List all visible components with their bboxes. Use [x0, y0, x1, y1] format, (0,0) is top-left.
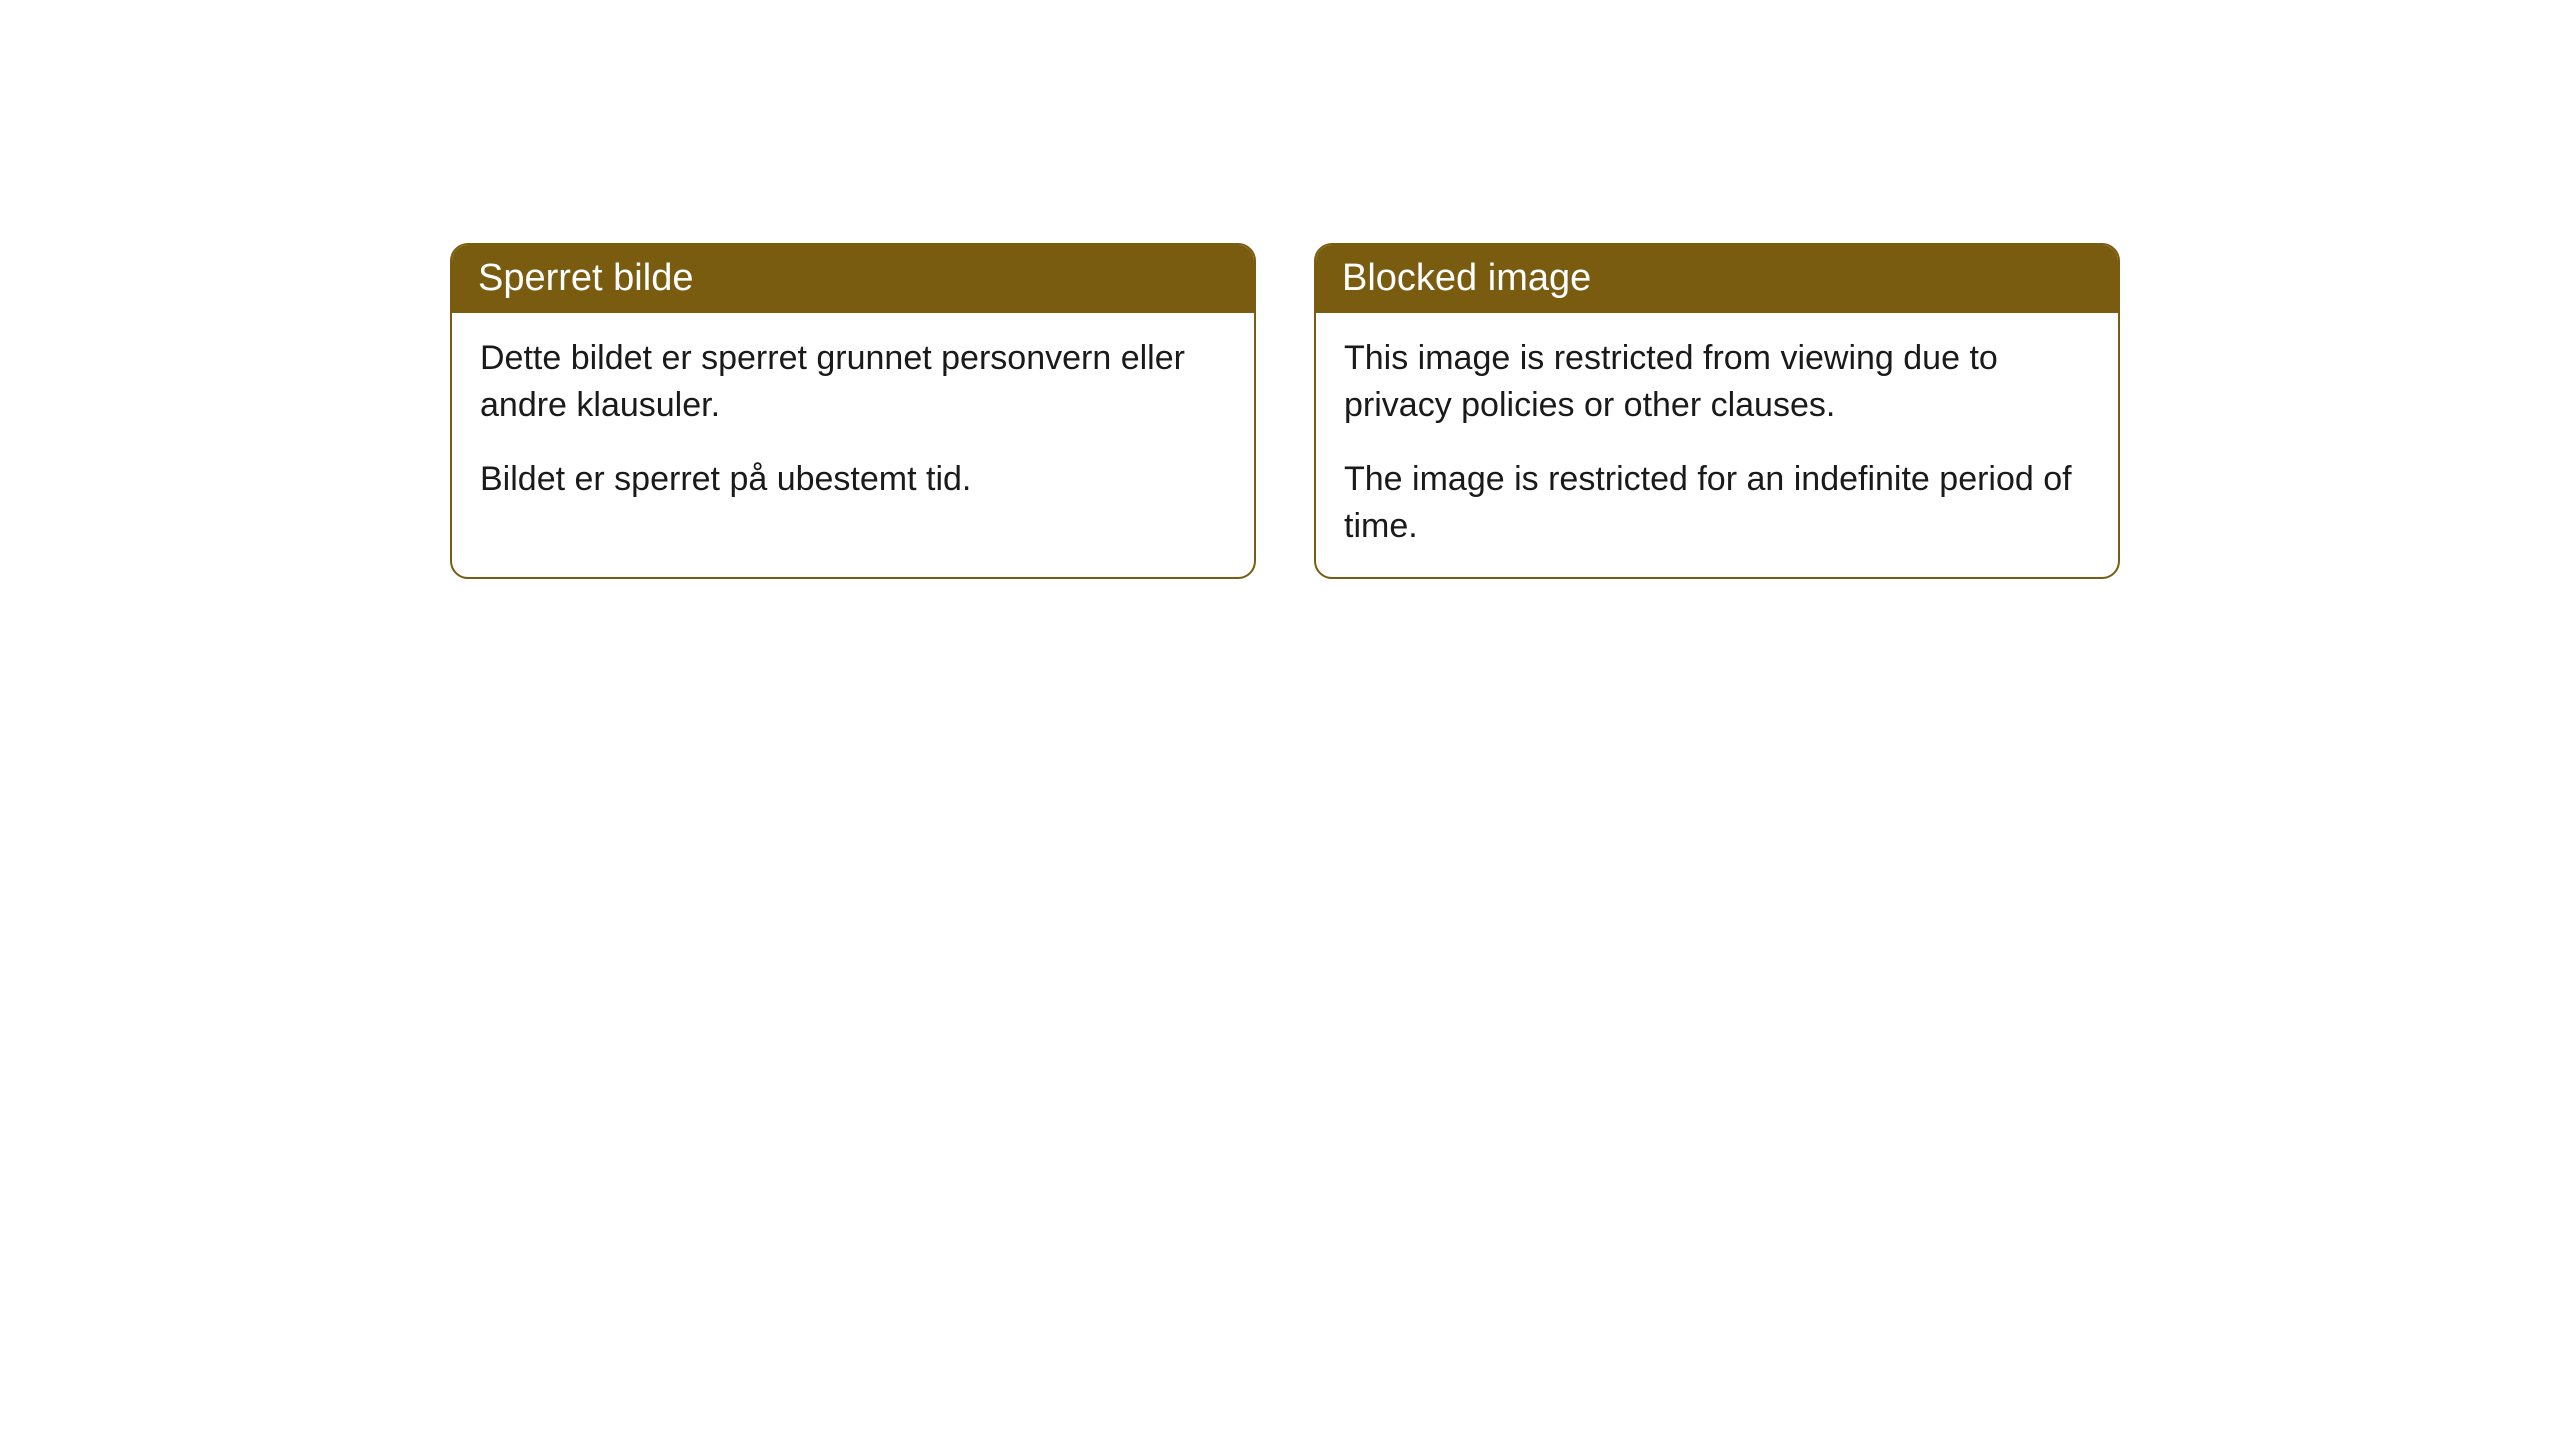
card-header: Sperret bilde — [452, 245, 1254, 313]
card-body: Dette bildet er sperret grunnet personve… — [452, 313, 1254, 526]
blocked-image-card-no: Sperret bilde Dette bildet er sperret gr… — [450, 243, 1256, 579]
card-title: Blocked image — [1342, 257, 1591, 299]
card-paragraph: This image is restricted from viewing du… — [1344, 335, 2090, 429]
card-header: Blocked image — [1316, 245, 2118, 313]
card-paragraph: Bildet er sperret på ubestemt tid. — [480, 456, 1226, 503]
card-body: This image is restricted from viewing du… — [1316, 313, 2118, 573]
page-canvas: Sperret bilde Dette bildet er sperret gr… — [0, 0, 2560, 1440]
blocked-image-card-en: Blocked image This image is restricted f… — [1314, 243, 2120, 579]
card-paragraph: The image is restricted for an indefinit… — [1344, 456, 2090, 550]
card-title: Sperret bilde — [478, 257, 693, 299]
card-paragraph: Dette bildet er sperret grunnet personve… — [480, 335, 1226, 429]
